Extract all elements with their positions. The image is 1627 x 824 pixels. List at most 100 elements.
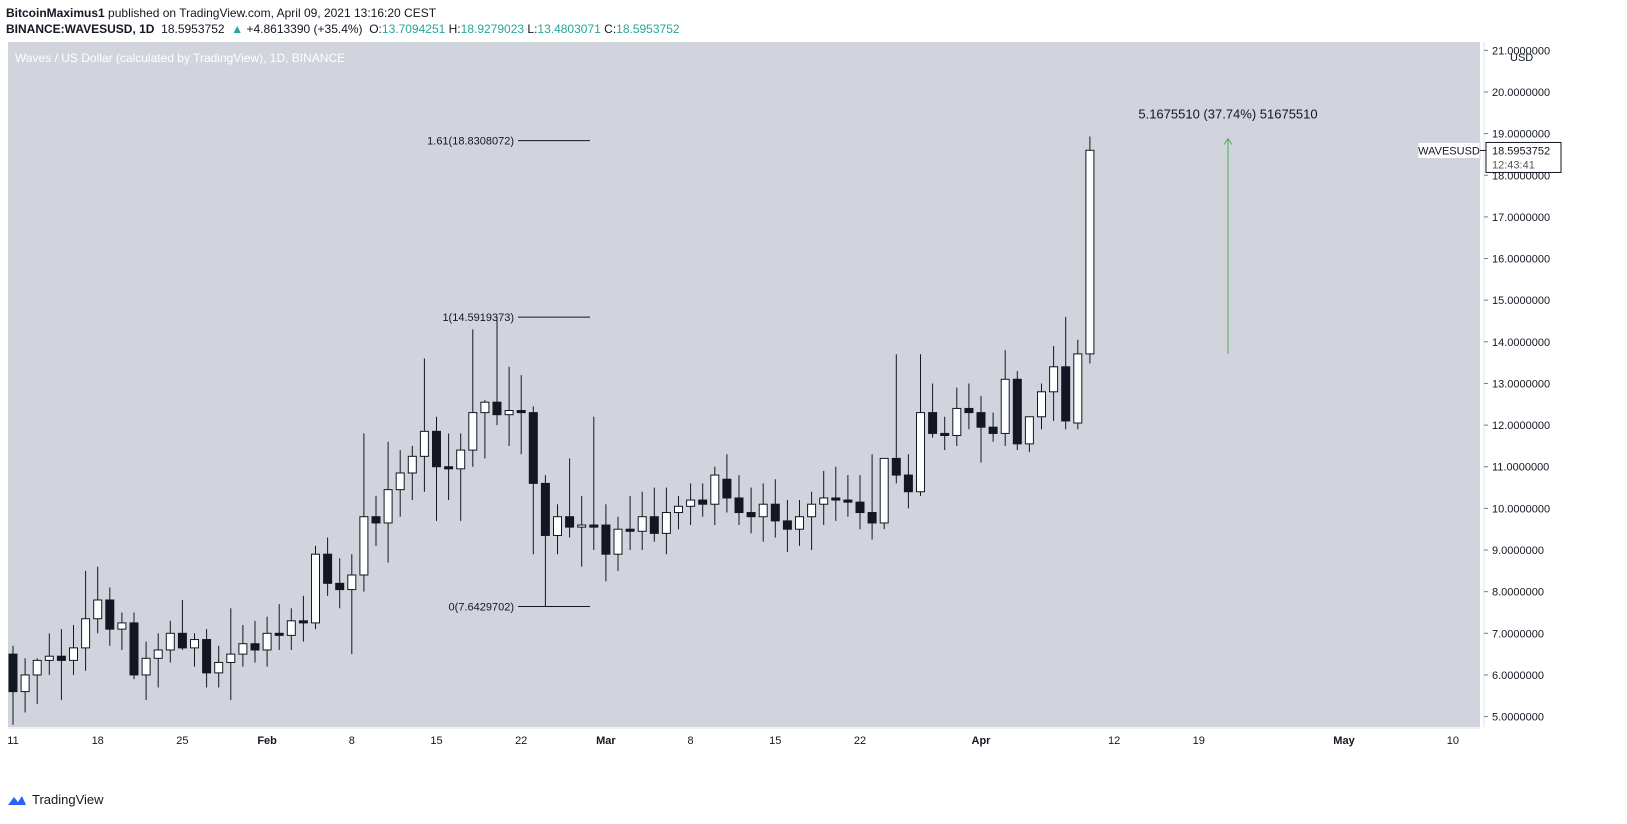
- currency-label: USD: [1510, 52, 1533, 64]
- y-tick-label: 17.0000000: [1492, 212, 1550, 224]
- candle-body: [8, 653, 18, 693]
- y-tick-label: 11.0000000: [1492, 462, 1549, 474]
- last-price: 18.5953752: [161, 22, 225, 36]
- candle-body: [81, 618, 91, 649]
- x-tick-label: 15: [430, 735, 442, 747]
- candle-body: [117, 622, 127, 630]
- candle-body: [867, 512, 877, 524]
- candle-body: [649, 516, 659, 534]
- candle-body: [819, 497, 829, 505]
- candle-body: [492, 401, 502, 416]
- candle-body: [323, 553, 333, 584]
- candle-body: [577, 524, 587, 528]
- candle-body: [44, 655, 54, 661]
- candle-body: [69, 647, 78, 661]
- candle-body: [565, 516, 575, 528]
- candle-body: [335, 582, 345, 591]
- y-tick-label: 10.0000000: [1492, 503, 1550, 515]
- candle-body: [855, 501, 865, 514]
- ohlc-legend: BINANCE:WAVESUSD, 1D 18.5953752 ▲ +4.861…: [6, 22, 680, 36]
- tradingview-logo-icon: [8, 795, 26, 805]
- symbol-tag-label: WAVESUSD: [1418, 145, 1480, 157]
- low-value: 13.4803071: [537, 22, 601, 36]
- interval-label: 1D: [139, 22, 155, 36]
- candle-body: [553, 516, 562, 536]
- y-tick-label: 7.0000000: [1492, 628, 1544, 640]
- y-tick-label: 18.0000000: [1492, 170, 1550, 182]
- candle-body: [540, 482, 550, 536]
- x-tick-label: 12: [1108, 735, 1120, 747]
- y-tick-label: 15.0000000: [1492, 295, 1550, 307]
- candle-body: [105, 599, 115, 630]
- x-tick-label: 11: [7, 735, 18, 747]
- fib-level-label: 0(7.6429702): [449, 602, 514, 614]
- high-value: 18.9279023: [460, 22, 525, 36]
- candle-body: [226, 653, 236, 663]
- candle-body: [419, 430, 429, 457]
- symbol-name: BINANCE:WAVESUSD: [6, 22, 133, 36]
- candle-body: [686, 499, 696, 507]
- x-tick-label: 8: [349, 735, 355, 747]
- candle-body: [395, 472, 405, 491]
- candle-body: [1037, 391, 1046, 418]
- y-tick-label: 5.0000000: [1492, 712, 1544, 724]
- x-tick-label: Mar: [596, 735, 616, 747]
- candle-body: [129, 622, 139, 676]
- candle-body: [843, 499, 853, 503]
- candle-body: [625, 528, 635, 532]
- candle-body: [903, 474, 913, 493]
- candle-body: [782, 520, 792, 530]
- y-tick-label: 21.0000000: [1492, 45, 1550, 57]
- candle-body: [940, 432, 950, 437]
- x-tick-label: 22: [515, 735, 527, 747]
- x-tick-label: Feb: [257, 735, 277, 747]
- y-tick-label: 9.0000000: [1492, 545, 1544, 557]
- fib-level-label: 1.61(18.8308072): [427, 136, 514, 148]
- candle-body: [674, 505, 683, 514]
- candle-body: [1024, 416, 1034, 445]
- candle-body: [831, 497, 841, 501]
- y-tick-label: 13.0000000: [1492, 378, 1550, 390]
- last-price-label: 18.5953752: [1492, 145, 1550, 157]
- candle-body: [444, 466, 454, 470]
- y-tick-label: 20.0000000: [1492, 87, 1550, 99]
- candle-body: [807, 503, 817, 518]
- candle-body: [383, 489, 393, 524]
- x-tick-label: Apr: [972, 735, 992, 747]
- candle-body: [311, 553, 320, 624]
- author-name[interactable]: BitcoinMaximus1: [6, 6, 105, 20]
- candle-body: [274, 632, 284, 636]
- measure-arrow-head-icon: [1223, 137, 1233, 145]
- candle-body: [359, 516, 369, 576]
- candle-body: [601, 524, 611, 555]
- y-tick-label: 14.0000000: [1492, 337, 1550, 349]
- change-arrow-icon: ▲: [231, 22, 244, 36]
- open-label: O:: [369, 22, 382, 36]
- candle-body: [250, 643, 260, 651]
- x-tick-label: 10: [1447, 735, 1459, 747]
- candle-body: [722, 478, 732, 499]
- candle-body: [795, 516, 804, 530]
- candle-body: [298, 620, 308, 624]
- candle-body: [976, 412, 986, 428]
- y-tick-label: 8.0000000: [1492, 587, 1544, 599]
- candle-body: [165, 632, 175, 651]
- candle-body: [746, 512, 756, 518]
- high-label: H:: [448, 22, 461, 36]
- candle-body: [1061, 366, 1071, 422]
- candle-body: [1049, 366, 1059, 393]
- candle-body: [480, 401, 490, 414]
- candle-body: [238, 643, 248, 655]
- footer-brand[interactable]: TradingView: [6, 792, 104, 807]
- last-price-tag: [1485, 141, 1562, 173]
- candle-body: [613, 528, 623, 555]
- candle-body: [1000, 378, 1010, 434]
- x-tick-label: 18: [92, 735, 104, 747]
- candle-body: [528, 412, 538, 484]
- low-label: L:: [527, 22, 538, 36]
- candle-body: [202, 639, 212, 674]
- y-tick-label: 6.0000000: [1492, 670, 1544, 682]
- y-tick-label: 16.0000000: [1492, 254, 1550, 266]
